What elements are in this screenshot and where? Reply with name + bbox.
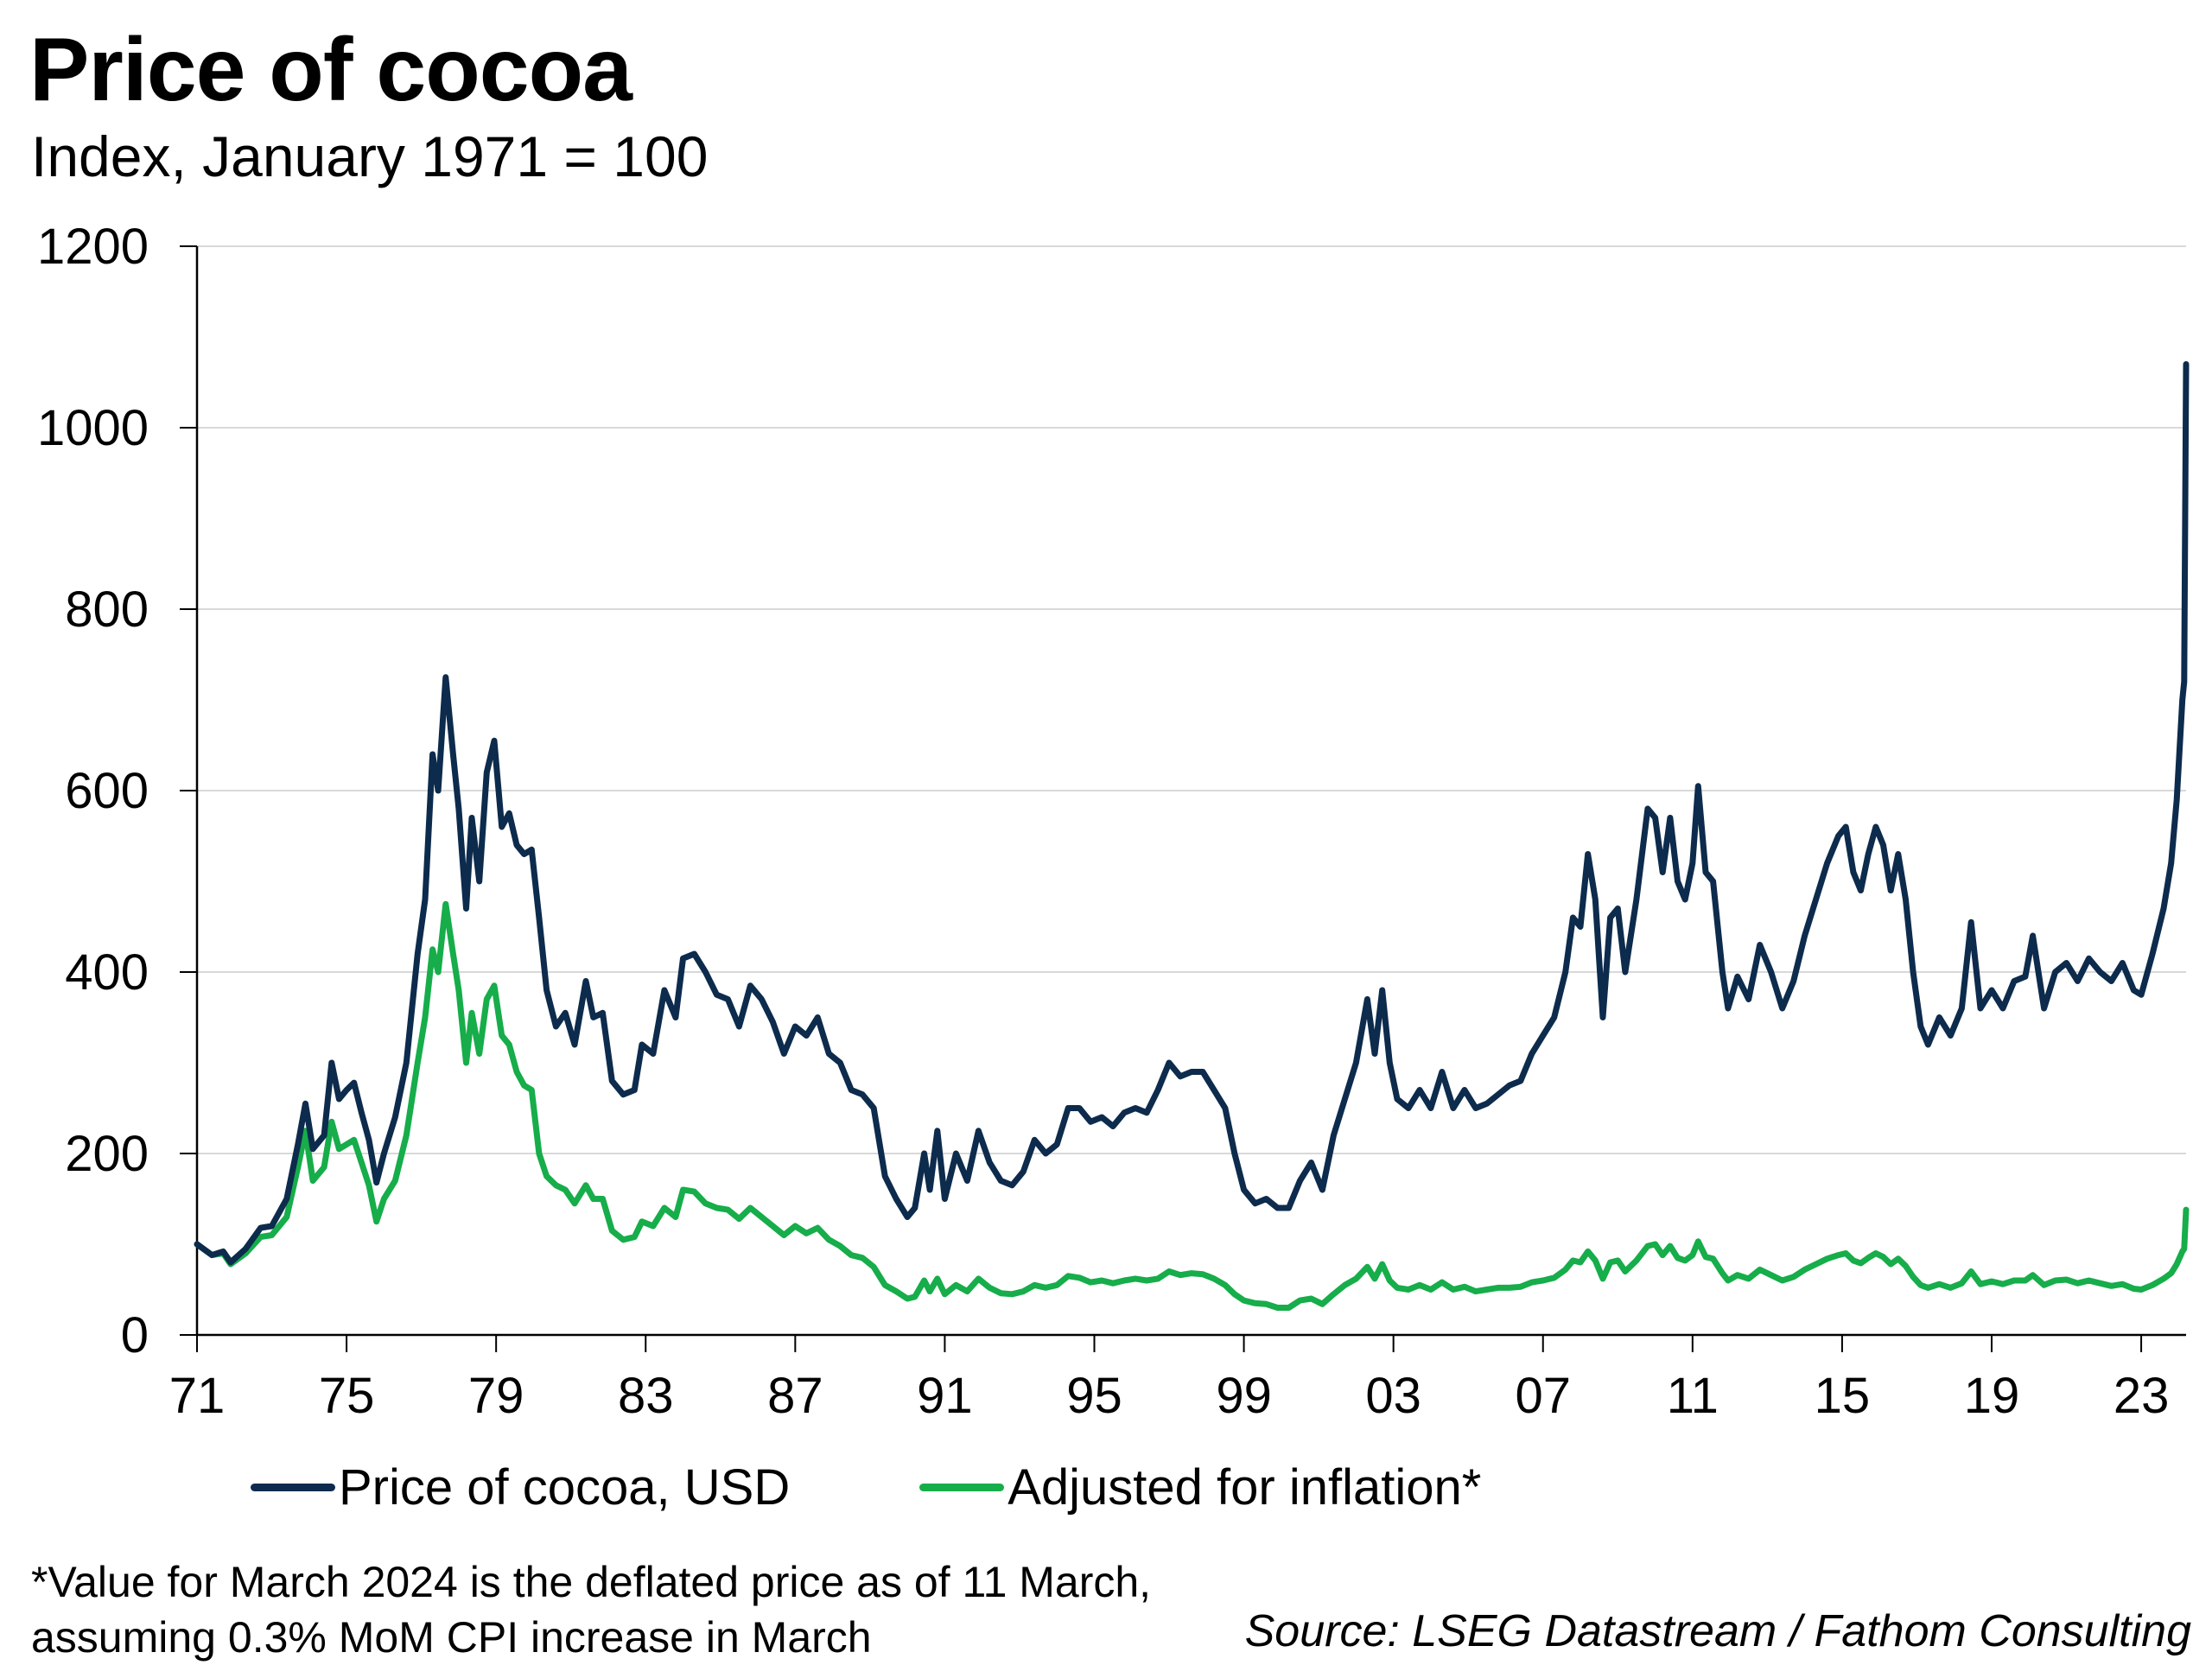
y-tick-label: 400 [65,944,149,1001]
x-tick-label: 95 [1066,1368,1122,1424]
y-tick-label: 600 [65,763,149,819]
x-tick-label: 07 [1515,1368,1571,1424]
legend-swatch-usd [251,1484,335,1491]
x-tick-label: 15 [1815,1368,1871,1424]
y-tick-label: 200 [65,1126,149,1182]
x-tick-label: 83 [618,1368,674,1424]
legend: Price of cocoa, USD Adjusted for inflati… [251,1458,1611,1516]
series-line-usd [194,361,2190,1266]
legend-item-inflation: Adjusted for inflation* [919,1458,1481,1516]
gridlines [197,245,2186,1154]
x-tick-label: 23 [2113,1368,2170,1424]
footnote: *Value for March 2024 is the deflated pr… [31,1558,1152,1662]
series-lines [194,361,2190,1311]
x-tick-label: 11 [1667,1368,1719,1424]
legend-swatch-inflation [919,1484,1005,1491]
tick-labels: 0 200 400 600 800 1000 1200 71 75 79 83 87 91 95 99 03 0… [37,219,2169,1424]
axes [180,245,2186,1352]
legend-item-usd: Price of cocoa, USD [251,1458,790,1516]
y-tick-label: 1000 [37,400,149,456]
chart-title: Price of cocoa [29,20,632,120]
x-tick-label: 91 [917,1368,973,1424]
legend-label-usd: Price of cocoa, USD [339,1459,791,1516]
x-tick-label: 79 [468,1368,524,1424]
x-tick-label: 99 [1216,1368,1272,1424]
legend-label-inflation: Adjusted for inflation* [1007,1459,1482,1516]
x-tick-label: 71 [169,1368,226,1424]
x-tick-label: 03 [1365,1368,1421,1424]
x-tick-label: 75 [319,1368,375,1424]
series-line-inflation [194,900,2190,1311]
y-tick-label: 800 [65,581,149,638]
chart-subtitle: Index, January 1971 = 100 [31,124,709,188]
x-tick-label: 87 [767,1368,823,1424]
y-tick-label: 0 [121,1307,149,1363]
x-tick-label: 19 [1964,1368,2020,1424]
y-tick-label: 1200 [37,219,149,275]
source-note: Source: LSEG Datastream / Fathom Consult… [1244,1606,2191,1656]
